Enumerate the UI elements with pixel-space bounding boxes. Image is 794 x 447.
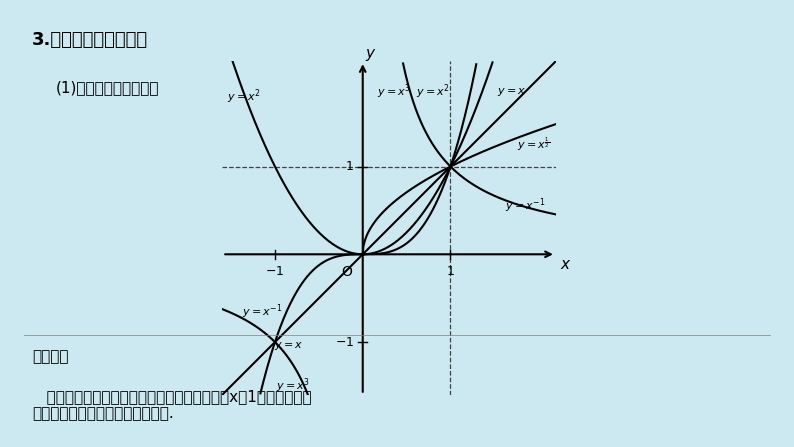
Text: $y=x^2$: $y=x^2$ bbox=[416, 83, 450, 101]
Text: (1)五个幂函数的图象：: (1)五个幂函数的图象： bbox=[56, 80, 159, 96]
Text: 温馨提醒: 温馨提醒 bbox=[32, 349, 68, 364]
Text: $y=x^{\frac{1}{2}}$: $y=x^{\frac{1}{2}}$ bbox=[518, 136, 550, 153]
Text: $1$: $1$ bbox=[446, 265, 455, 278]
Text: $-1$: $-1$ bbox=[265, 265, 284, 278]
Text: 3.幂函数的图象与性质: 3.幂函数的图象与性质 bbox=[32, 31, 148, 49]
Text: $y=x^3$: $y=x^3$ bbox=[276, 377, 310, 395]
Text: O: O bbox=[341, 265, 353, 279]
Text: $y=x^2$: $y=x^2$ bbox=[227, 87, 261, 105]
Text: $y=x^{-1}$: $y=x^{-1}$ bbox=[241, 302, 282, 320]
Text: $y=x$: $y=x$ bbox=[497, 86, 526, 98]
Text: $-1$: $-1$ bbox=[335, 336, 354, 349]
Text: $y=x$: $y=x$ bbox=[274, 341, 303, 352]
Text: y: y bbox=[365, 46, 374, 61]
Text: 幂函数在第一象限内指数的变化规律：在直线x＝1的右侧，图象
从上到下，相应的幂指数由大变小.: 幂函数在第一象限内指数的变化规律：在直线x＝1的右侧，图象 从上到下，相应的幂指… bbox=[32, 389, 311, 421]
Text: x: x bbox=[561, 257, 569, 272]
Text: $1$: $1$ bbox=[345, 160, 354, 173]
Text: $y=x^{-1}$: $y=x^{-1}$ bbox=[505, 197, 545, 215]
Text: $y=x^3$: $y=x^3$ bbox=[376, 83, 410, 101]
